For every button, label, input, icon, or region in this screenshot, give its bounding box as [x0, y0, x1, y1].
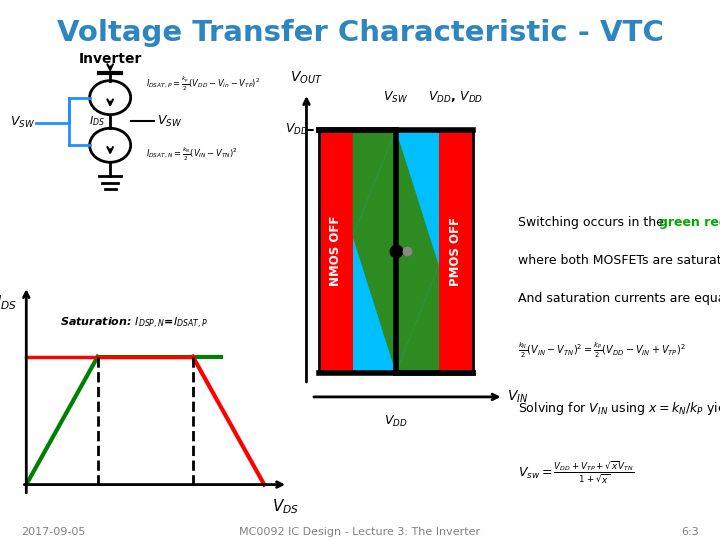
Bar [353, 130, 439, 373]
Text: Voltage Transfer Characteristic - VTC: Voltage Transfer Characteristic - VTC [57, 19, 663, 47]
Text: Saturation: $I_{DSP,N}$=$I_{DSAT,P}$: Saturation: $I_{DSP,N}$=$I_{DSAT,P}$ [60, 315, 207, 330]
Text: $V_{DD}$, $V_{DD}$: $V_{DD}$, $V_{DD}$ [428, 90, 483, 105]
Text: $V_{SW}$: $V_{SW}$ [10, 115, 35, 130]
Text: $\frac{k_N}{2}(V_{IN}-V_{TN})^2 = \frac{k_P}{2}(V_{DD}-V_{IN}+V_{TP})^2$: $\frac{k_N}{2}(V_{IN}-V_{TN})^2 = \frac{… [518, 340, 686, 360]
Text: $V_{DD}$: $V_{DD}$ [384, 414, 408, 429]
Text: Inverter: Inverter [78, 52, 142, 66]
Text: And saturation currents are equal:: And saturation currents are equal: [518, 292, 720, 305]
Text: $V_{SW}$: $V_{SW}$ [383, 90, 408, 105]
Text: 2017-09-05: 2017-09-05 [22, 526, 86, 537]
Text: Solving for $V_{IN}$ using $x=k_N/k_P$ yields: Solving for $V_{IN}$ using $x=k_N/k_P$ y… [518, 400, 720, 416]
Text: where both MOSFETs are saturated!: where both MOSFETs are saturated! [518, 254, 720, 267]
Text: $V_{IN}$: $V_{IN}$ [507, 389, 528, 405]
Polygon shape [353, 130, 396, 237]
Text: $I_{DSAT,P} = \frac{k_p}{2}(V_{DD} - V_{in} - V_{TP})^2$: $I_{DSAT,P} = \frac{k_p}{2}(V_{DD} - V_{… [145, 75, 260, 93]
Text: $V_{DD}$: $V_{DD}$ [285, 122, 309, 137]
Text: MC0092 IC Design - Lecture 3: The Inverter: MC0092 IC Design - Lecture 3: The Invert… [240, 526, 480, 537]
Text: $I_{DSAT,N} = \frac{k_N}{2}(V_{IN} - V_{TN})^2$: $I_{DSAT,N} = \frac{k_N}{2}(V_{IN} - V_{… [145, 146, 238, 163]
Text: $V_{sw} = \frac{V_{DD} + V_{TP} + \sqrt{x}V_{TN}}{1 + \sqrt{x}}$: $V_{sw} = \frac{V_{DD} + V_{TP} + \sqrt{… [518, 459, 634, 484]
Bar [439, 130, 473, 373]
Text: $I_{DS}$: $I_{DS}$ [0, 293, 17, 312]
Text: green region: green region [659, 216, 720, 229]
Polygon shape [353, 130, 439, 373]
Text: 6:3: 6:3 [681, 526, 698, 537]
Text: $V_{DS}$: $V_{DS}$ [272, 498, 299, 516]
Text: $V_{SW}$: $V_{SW}$ [157, 114, 181, 129]
Polygon shape [396, 266, 439, 373]
Text: PMOS OFF: PMOS OFF [449, 217, 462, 286]
Text: NMOS OFF: NMOS OFF [329, 216, 342, 286]
Text: $I_{DS}$: $I_{DS}$ [89, 114, 104, 129]
Bar [319, 130, 353, 373]
Text: Switching occurs in the: Switching occurs in the [518, 216, 668, 229]
Text: $V_{OUT}$: $V_{OUT}$ [290, 70, 323, 86]
